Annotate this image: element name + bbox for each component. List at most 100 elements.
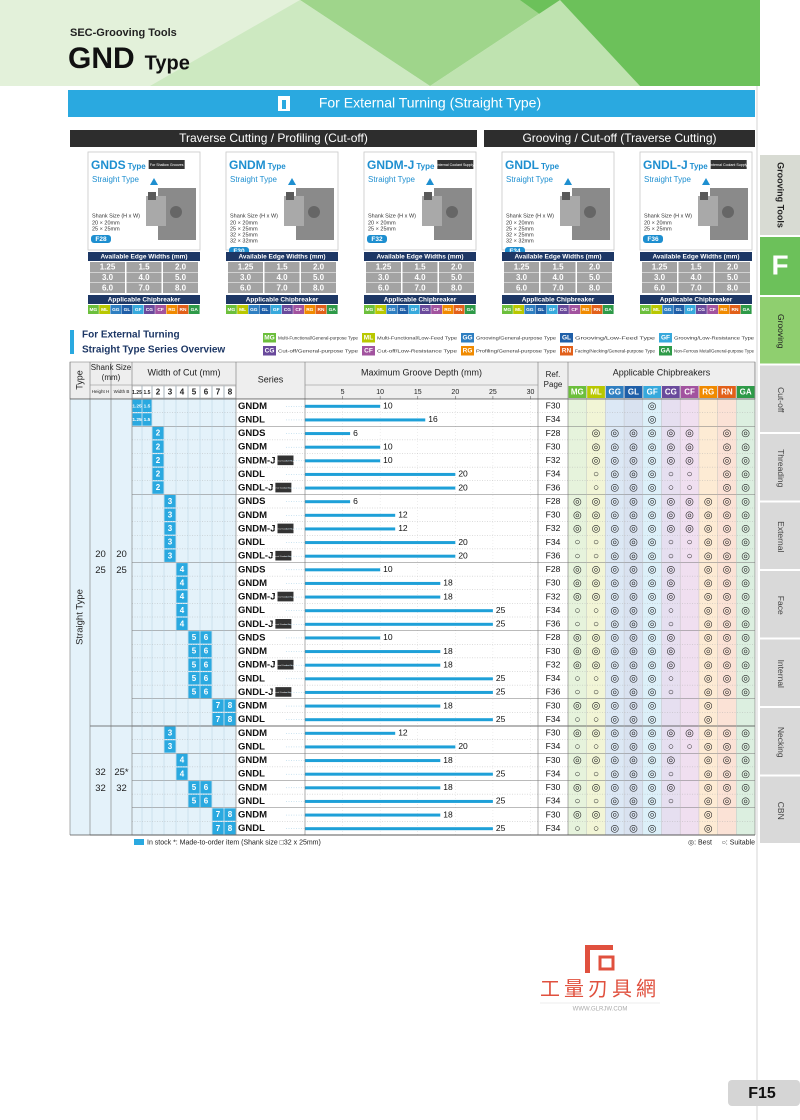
chip-rating: ◎ [629,796,638,807]
card-shank: 25 × 25mm [368,226,396,232]
width-header-cell [188,385,200,399]
cut-width: 6 [204,647,209,656]
ref-page: F28 [546,496,561,506]
tab-letter-bg [760,237,800,295]
ref-page: F30 [546,401,561,411]
legend-code: CF [364,348,373,355]
chip-rating: ◎ [723,619,732,630]
edge-width: 7.0 [552,283,564,292]
depth-bar [305,541,456,545]
cut-cell [176,563,188,576]
chip-header-box [736,386,755,398]
chip-rating: ◎ [704,714,713,725]
ref-page: F36 [546,687,561,697]
chip-rating: ◎ [648,483,657,494]
chip-rating: ◎ [573,646,582,657]
cut-cell [164,726,176,740]
cut-width: 6 [204,783,209,792]
chip-rating: ◎ [629,714,638,725]
chip-rating: ○ [593,483,599,494]
card-name: GNDL-J [643,158,688,172]
cut-width: 2 [156,470,161,479]
cut-width: 8 [228,810,233,819]
cut-cell [176,603,188,617]
cut-header: Width of Cut (mm) [147,367,220,377]
chip-rating: ◎ [704,619,713,630]
chip-box [524,305,536,314]
card-subtitle: Straight Type [506,175,554,184]
shank-height: 25 [95,565,106,576]
chip-rating: ◎ [592,646,601,657]
chip-rating: ◎ [723,755,732,766]
tool-insert [424,192,432,200]
chip-rating: ○ [668,769,674,780]
series-badge [277,523,294,534]
chip-rating: ◎ [610,455,619,466]
depth-label: 10 [383,401,393,411]
width-header-label: 5 [192,388,197,397]
tool-screw [170,206,182,218]
chip-rating: ◎ [573,728,582,739]
chip-code: ML [515,307,522,313]
depth-label: 18 [443,578,453,588]
chip-rating: ○ [574,537,580,548]
chip-rating: ◎ [648,592,657,603]
cut-cell [164,494,176,508]
tab-title-text: Grooving Tools [776,162,786,228]
chip-rating: ◎ [723,769,732,780]
series-name: GNDL-J [238,483,273,494]
chip-rating: ◎ [592,578,601,589]
chip-rating: ○ [687,483,693,494]
series-badge [277,455,294,466]
edge-width: 4.0 [138,273,150,282]
card-shank: 32 × 25mm [506,232,534,238]
chip-rating: ○ [668,605,674,616]
chip-header-box [718,386,736,398]
chip-box [464,305,476,314]
chip-code: GL [538,307,545,313]
cut-cell [152,440,164,453]
side-tab [760,502,800,569]
cut-width: 5 [192,688,197,697]
depth-tick-label: 30 [527,389,535,396]
chip-rating: ◎ [648,701,657,712]
chip-box [707,305,718,314]
series-name: GNDL [238,673,265,684]
edge-cell [228,262,263,272]
chip-header-box [568,386,587,398]
edge-cell [402,272,438,283]
cut-cell [188,794,200,808]
chip-code: GF [687,307,694,313]
chip-rating: ◎ [685,510,694,521]
chip-rating: ◎ [629,660,638,671]
card-name: GNDS [91,158,126,172]
chip-rating: ◎ [610,810,619,821]
chip-header-code: GG [609,388,621,397]
chip-rating: ◎ [610,714,619,725]
chip-rating: ◎ [629,755,638,766]
chip-rating: ○ [593,687,599,698]
chip-code: MG [504,307,512,313]
chip-rating: ◎ [592,810,601,821]
chip-box [546,305,558,314]
depth-label: 25 [496,687,506,697]
chip-rating: ◎ [610,769,619,780]
chip-rating: ◎ [648,605,657,616]
card-badge [437,160,474,169]
depth-label: 25 [496,823,506,833]
edge-width: 4.0 [552,273,564,282]
series-badge-text: Internal Coolant Supply [274,459,298,462]
card-shank: 32 × 32mm [230,238,258,244]
chip-rating: ◎ [723,673,732,684]
chip-rating: ◎ [685,496,694,507]
chip-rating: ◎ [741,469,750,480]
ref-header: Page [544,380,563,389]
series-name: GNDM [238,701,267,712]
chip-rating: ◎ [723,592,732,603]
chip-rating: ◎ [629,428,638,439]
depth-bar [305,404,381,408]
edge-width: 2.0 [451,262,463,271]
card-page: F28 [95,236,107,243]
card-subtitle: Straight Type [644,175,692,184]
chip-box [155,305,166,314]
